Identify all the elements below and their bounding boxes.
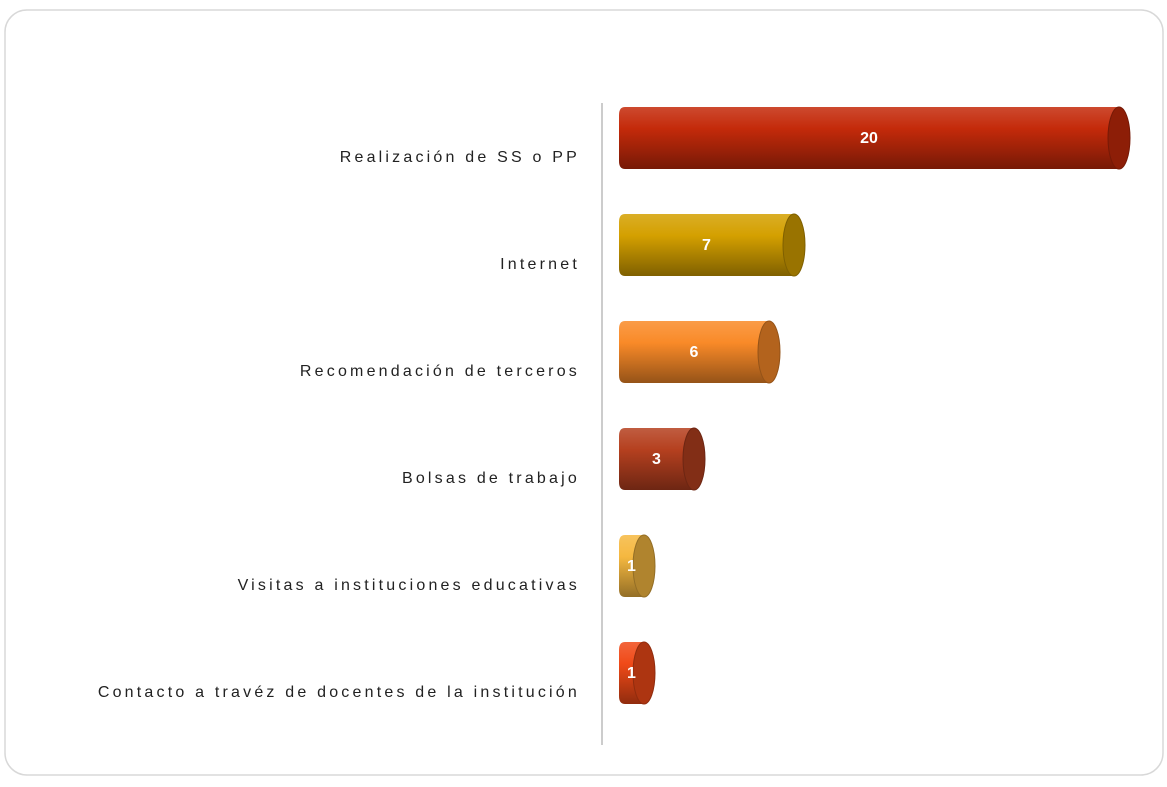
category-label: Bolsas de trabajo	[402, 470, 580, 487]
bar-cap	[1107, 106, 1131, 170]
bar	[619, 107, 1130, 169]
bar-cap	[782, 213, 806, 277]
bar	[619, 214, 805, 276]
value-label: 7	[702, 237, 711, 254]
value-label: 20	[860, 130, 878, 147]
bar-cap	[757, 320, 781, 384]
bar-cap	[632, 641, 656, 705]
category-label: Contacto a travéz de docentes de la inst…	[98, 684, 580, 701]
bar	[619, 321, 780, 383]
category-label: Recomendación de terceros	[300, 363, 580, 380]
value-label: 1	[627, 665, 636, 682]
value-label: 1	[627, 558, 636, 575]
category-label: Visitas a instituciones educativas	[238, 577, 580, 594]
bar-cap	[632, 534, 656, 598]
value-label: 6	[690, 344, 699, 361]
value-label: 3	[652, 451, 661, 468]
card	[4, 9, 1164, 776]
category-label: Realización de SS o PP	[340, 149, 580, 166]
bar	[619, 428, 705, 490]
bar-cap	[682, 427, 706, 491]
category-label: Internet	[500, 256, 580, 273]
